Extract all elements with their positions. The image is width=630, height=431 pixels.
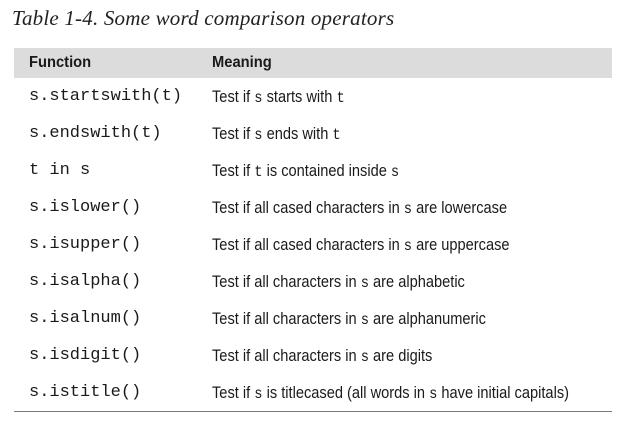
function-cell: s.startswith(t)	[29, 87, 183, 106]
meaning-text: are digits	[368, 346, 433, 365]
table-row: s.istitle() Test if s is titlecased (all …	[14, 374, 612, 411]
meaning-cell: Test if all characters in s are digits	[212, 337, 432, 376]
function-cell: s.isalnum()	[29, 309, 142, 328]
meaning-text: Test if all characters in	[212, 309, 361, 328]
table-bottom-rule	[14, 411, 612, 412]
meaning-text: Test if all cased characters in	[212, 198, 404, 217]
table-row: t in s Test if t is contained inside s	[14, 152, 612, 189]
function-cell: s.isalpha()	[29, 272, 142, 291]
function-cell: s.islower()	[29, 198, 142, 217]
meaning-text: are alphabetic	[368, 272, 465, 291]
meaning-cell: Test if all cased characters in s are lo…	[212, 189, 507, 228]
code-term: s	[360, 311, 369, 329]
header-meaning: Meaning	[212, 54, 272, 71]
code-term: s	[360, 274, 369, 292]
table-body: s.startswith(t) Test if s starts with t s.…	[14, 78, 612, 411]
meaning-text: Test if	[212, 383, 255, 402]
code-term: s	[390, 163, 400, 181]
meaning-cell: Test if all cased characters in s are up…	[212, 226, 510, 265]
meaning-text: Test if	[212, 161, 255, 180]
table-caption: Table 1-4. Some word comparison operator…	[12, 6, 395, 30]
meaning-cell: Test if all characters in s are alphabet…	[212, 263, 465, 302]
table-row: s.isalpha() Test if all characters in s a…	[14, 263, 612, 300]
code-term: s	[403, 237, 413, 255]
meaning-cell: Test if s is titlecased (all words in s …	[212, 374, 569, 413]
table-row: s.startswith(t) Test if s starts with t	[14, 78, 612, 115]
header-function: Function	[29, 54, 92, 71]
function-cell: t in s	[29, 161, 91, 180]
code-term: s	[254, 126, 263, 144]
meaning-text: is titlecased (all words in	[262, 383, 430, 402]
comparison-operators-table: Function Meaning s.startswith(t) Test if …	[14, 48, 612, 412]
code-term: s	[360, 348, 369, 366]
function-cell: s.isupper()	[29, 235, 142, 254]
table-row: s.islower() Test if all cased characters …	[14, 189, 612, 226]
code-term: t	[336, 89, 345, 107]
code-term: t	[254, 163, 263, 181]
function-cell: s.istitle()	[29, 383, 142, 402]
table-row: s.isupper() Test if all cased characters …	[14, 226, 612, 263]
table-row: s.endswith(t) Test if s ends with t	[14, 115, 612, 152]
function-cell: s.endswith(t)	[29, 124, 162, 143]
code-term: s	[254, 385, 263, 403]
code-term: s	[403, 200, 413, 218]
meaning-cell: Test if t is contained inside s	[212, 152, 399, 191]
meaning-text: is contained inside	[262, 161, 391, 180]
table-row: s.isalnum() Test if all characters in s a…	[14, 300, 612, 337]
meaning-text: Test if	[212, 124, 255, 143]
meaning-text: are uppercase	[412, 235, 510, 254]
meaning-text: Test if all characters in	[212, 346, 361, 365]
meaning-text: ends with	[262, 124, 333, 143]
meaning-cell: Test if s starts with t	[212, 78, 345, 117]
table-row: s.isdigit() Test if all characters in s a…	[14, 337, 612, 374]
meaning-text: Test if all cased characters in	[212, 235, 404, 254]
meaning-cell: Test if s ends with t	[212, 115, 341, 154]
code-term: s	[254, 89, 263, 107]
meaning-text: starts with	[262, 87, 337, 106]
code-term: s	[429, 385, 438, 403]
meaning-text: Test if all characters in	[212, 272, 361, 291]
meaning-text: are alphanumeric	[368, 309, 486, 328]
meaning-text: are lowercase	[412, 198, 508, 217]
meaning-text: Test if	[212, 87, 255, 106]
function-cell: s.isdigit()	[29, 346, 142, 365]
meaning-cell: Test if all characters in s are alphanum…	[212, 300, 486, 339]
meaning-text: have initial capitals)	[437, 383, 569, 402]
table-header-row: Function Meaning	[14, 48, 612, 78]
code-term: t	[332, 126, 341, 144]
